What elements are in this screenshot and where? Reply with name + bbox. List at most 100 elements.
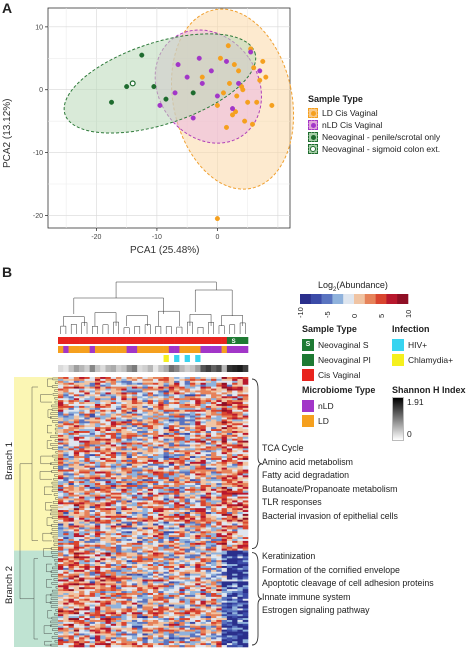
heatmap-cell	[68, 606, 75, 609]
heatmap-cell	[126, 533, 133, 536]
heatmap-cell	[89, 581, 96, 584]
heatmap-cell	[63, 440, 69, 443]
heatmap-cell	[216, 486, 222, 490]
heatmap-cell	[63, 409, 69, 413]
heatmap-cell	[63, 377, 69, 380]
heatmap-cell	[126, 398, 133, 401]
heatmap-cell	[242, 444, 249, 447]
heatmap-cell	[58, 492, 64, 495]
heatmap-cell	[189, 438, 196, 441]
heatmap-cell	[137, 558, 143, 561]
heatmap-cell	[121, 377, 127, 380]
heatmap-cell	[184, 573, 191, 576]
heatmap-cell	[205, 431, 212, 434]
heatmap-cell	[242, 623, 249, 627]
heatmap-cell	[121, 625, 127, 629]
heatmap-cell	[110, 537, 117, 540]
heatmap-cell	[226, 604, 233, 607]
heatmap-cell	[58, 444, 64, 447]
heatmap-cell	[174, 506, 180, 509]
heatmap-cell	[121, 513, 127, 517]
heatmap-cell	[126, 456, 133, 459]
heatmap-cell	[195, 456, 201, 459]
heatmap-cell	[174, 608, 180, 611]
heatmap-cell	[126, 386, 133, 389]
heatmap-cell	[189, 539, 196, 542]
heatmap-cell	[105, 469, 112, 472]
heatmap-cell	[73, 593, 80, 596]
heatmap-cell	[163, 566, 170, 569]
heatmap-cell	[195, 554, 201, 557]
heatmap-cell	[68, 587, 75, 590]
heatmap-cell	[211, 421, 217, 424]
heatmap-cell	[168, 413, 175, 416]
heatmap-cell	[137, 554, 143, 557]
heatmap-cell	[232, 540, 238, 544]
heatmap-cell	[189, 566, 196, 569]
heatmap-cell	[79, 419, 85, 422]
heatmap-cell	[58, 413, 64, 416]
heatmap-cell	[94, 469, 101, 472]
heatmap-cell	[137, 537, 143, 540]
heatmap-cell	[226, 486, 233, 490]
heatmap-cell	[174, 463, 180, 467]
heatmap-cell	[142, 560, 149, 563]
heatmap-cell	[174, 421, 180, 424]
heatmap-cell	[126, 633, 133, 636]
heatmap-cell	[242, 581, 249, 584]
heatmap-cell	[142, 566, 149, 569]
heatmap-cell	[105, 598, 112, 602]
heatmap-cell	[137, 394, 143, 397]
pca-point	[172, 90, 178, 96]
heatmap-cell	[232, 515, 238, 519]
heatmap-cell	[174, 446, 180, 449]
heatmap-cell	[174, 498, 180, 501]
heatmap-cell	[226, 508, 233, 511]
heatmap-cell	[168, 612, 175, 615]
heatmap-cell	[126, 490, 133, 494]
heatmap-cell	[94, 558, 101, 561]
heatmap-cell	[142, 388, 149, 391]
heatmap-cell	[237, 554, 244, 557]
heatmap-cell	[153, 608, 159, 611]
heatmap-cell	[205, 429, 212, 432]
heatmap-cell	[232, 631, 238, 634]
heatmap-cell	[126, 519, 133, 522]
heatmap-cell	[94, 519, 101, 522]
heatmap-cell	[73, 633, 80, 636]
heatmap-cell	[63, 583, 69, 586]
heatmap-cell	[153, 621, 159, 625]
heatmap-cell	[68, 467, 75, 470]
heatmap-cell	[147, 440, 154, 443]
heatmap-cell	[200, 432, 207, 436]
heatmap-cell	[116, 459, 122, 463]
heatmap-cell	[189, 583, 196, 586]
heatmap-cell	[84, 540, 90, 544]
heatmap-cell	[89, 377, 96, 380]
heatmap-cell	[195, 378, 201, 382]
heatmap-cell	[168, 610, 175, 613]
heatmap-cell	[73, 616, 80, 619]
heatmap-cell	[63, 581, 69, 584]
heatmap-cell	[142, 384, 149, 387]
heatmap-cell	[174, 583, 180, 586]
heatmap-cell	[110, 434, 117, 438]
heatmap-cell	[100, 529, 106, 532]
heatmap-cell	[137, 390, 143, 393]
heatmap-cell	[126, 407, 133, 411]
heatmap-cell	[137, 471, 143, 474]
heatmap-cell	[137, 398, 143, 401]
heatmap-cell	[195, 429, 201, 432]
heatmap-cell	[131, 571, 138, 575]
heatmap-cell	[221, 465, 228, 468]
heatmap-cell	[200, 556, 207, 559]
heatmap-cell	[58, 431, 64, 434]
heatmap-cell	[137, 377, 143, 380]
heatmap-cell	[89, 432, 96, 436]
heatmap-cell	[68, 456, 75, 459]
heatmap-cell	[110, 625, 117, 629]
heatmap-cell	[226, 515, 233, 519]
heatmap-cell	[221, 483, 228, 486]
heatmap-cell	[131, 533, 138, 536]
heatmap-cell	[200, 606, 207, 609]
